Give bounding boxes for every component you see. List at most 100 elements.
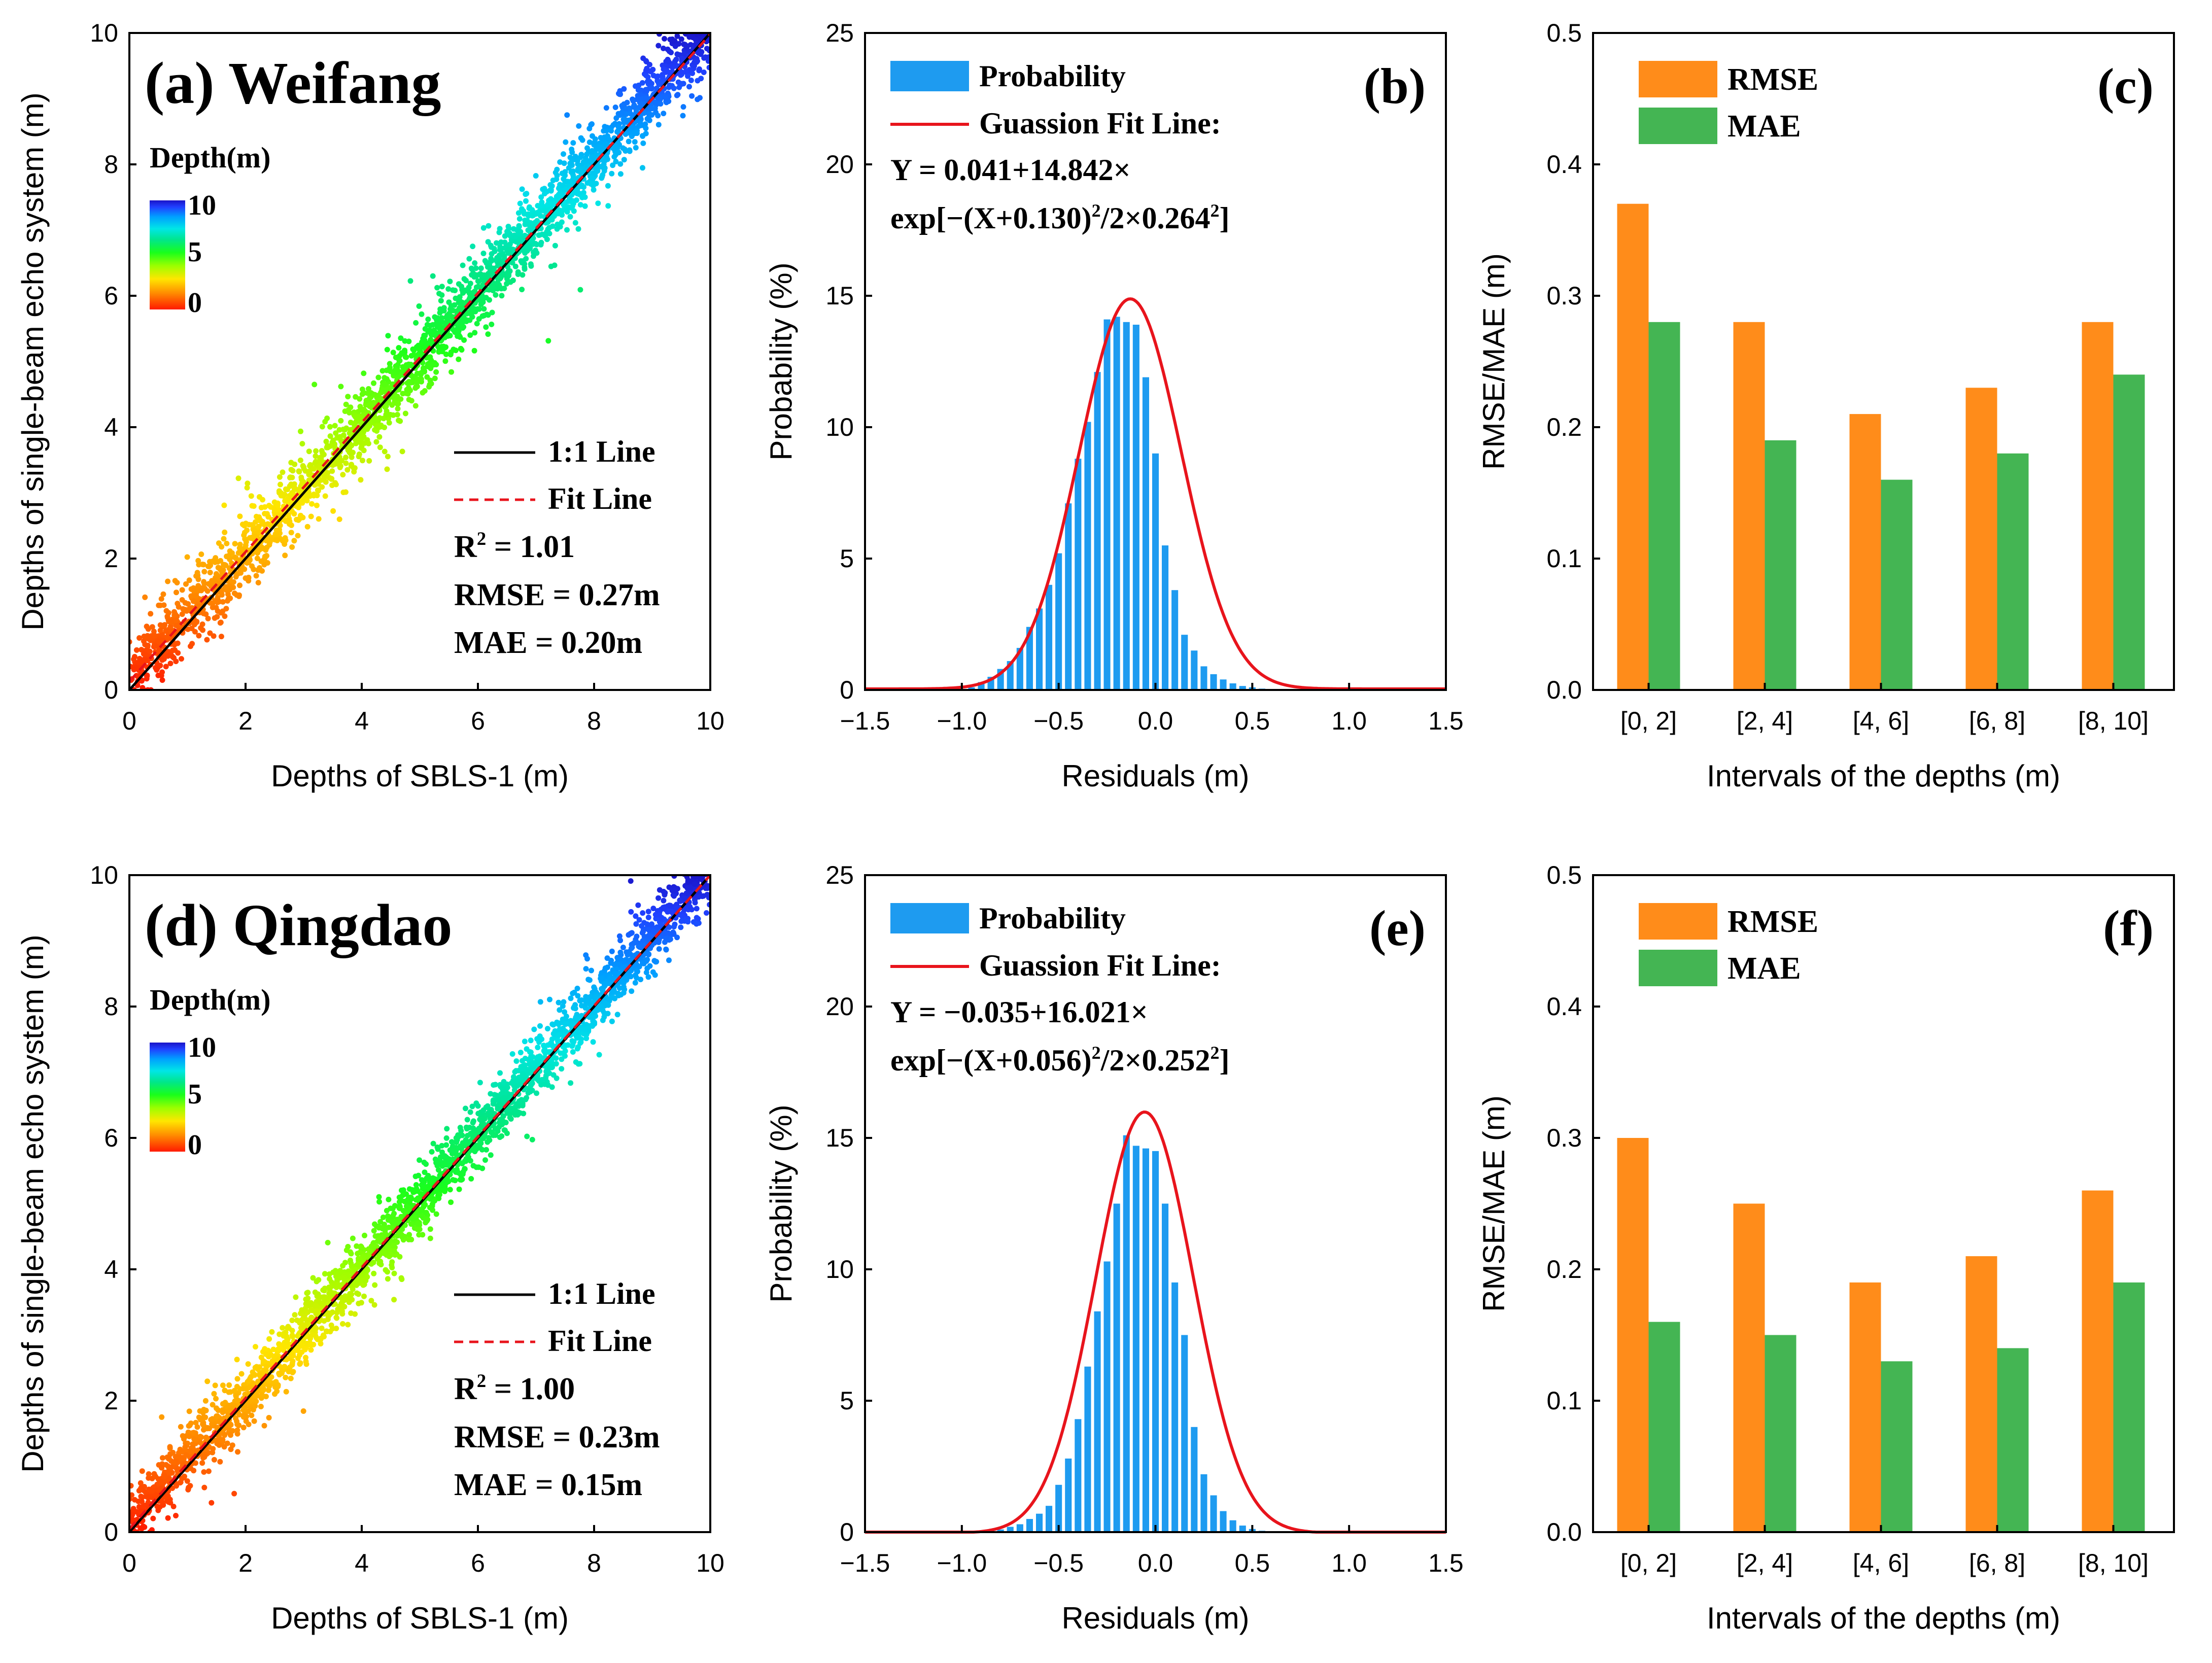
scatter-point <box>262 511 268 516</box>
scatter-point <box>400 364 406 370</box>
scatter-point <box>632 980 638 986</box>
scatter-point <box>445 286 452 292</box>
scatter-point <box>573 188 579 194</box>
scatter-point <box>480 225 487 231</box>
scatter-point <box>347 1291 353 1297</box>
scatter-point <box>361 406 367 412</box>
scatter-point <box>172 611 179 617</box>
scatter-point <box>545 338 551 344</box>
scatter-point <box>231 591 237 596</box>
fit-equation-line2: exp[−(X+0.130)2/2×0.2642] <box>890 200 1230 235</box>
scatter-point <box>403 354 409 360</box>
scatter-point <box>705 25 710 31</box>
scatter-point <box>322 1271 328 1277</box>
scatter-point <box>391 1297 397 1303</box>
scatter-point <box>494 240 499 246</box>
scatter-point <box>200 562 206 568</box>
scatter-point <box>456 328 462 334</box>
scatter-point <box>350 1235 356 1241</box>
scatter-point <box>524 191 530 197</box>
scatter-point <box>298 428 303 434</box>
scatter-point <box>149 624 155 630</box>
scatter-point <box>504 1085 510 1091</box>
scatter-point <box>375 397 382 403</box>
scatter-point <box>705 892 710 898</box>
scatter-point <box>467 290 473 296</box>
scatter-point <box>224 585 230 591</box>
scatter-point <box>237 582 243 588</box>
scatter-point <box>560 183 566 189</box>
scatter-point <box>385 454 391 460</box>
scatter-point <box>295 517 301 523</box>
scatter-point <box>564 227 570 233</box>
plot-frame-a <box>128 32 711 691</box>
scatter-point <box>417 1157 423 1163</box>
x-axis-label: Residuals (m) <box>1061 759 1249 793</box>
scatter-point <box>516 1098 522 1104</box>
scatter-point <box>348 1257 353 1263</box>
scatter-point <box>210 1402 216 1408</box>
scatter-point <box>217 620 223 626</box>
scatter-point <box>661 897 667 904</box>
scatter-point <box>474 321 480 327</box>
scatter-point <box>704 26 709 31</box>
scatter-point <box>513 1058 520 1064</box>
scatter-point <box>363 402 369 408</box>
scatter-point <box>417 347 423 353</box>
scatter-point <box>267 522 273 528</box>
scatter-point <box>235 475 241 481</box>
scatter-point <box>569 1043 575 1049</box>
scatter-point <box>233 1393 239 1398</box>
scatter-point <box>705 18 711 24</box>
scatter-point <box>563 206 569 213</box>
scatter-point <box>636 917 642 923</box>
scatter-point <box>318 1341 324 1347</box>
scatter-point <box>599 174 605 180</box>
scatter-point <box>198 1416 203 1423</box>
scatter-point <box>220 1382 226 1389</box>
scatter-point <box>384 347 390 353</box>
scatter-point <box>472 260 478 266</box>
scatter-point <box>323 479 329 485</box>
scatter-point <box>706 24 712 29</box>
scatter-point <box>422 1169 428 1175</box>
scatter-point <box>343 401 349 407</box>
scatter-point <box>631 940 637 946</box>
scatter-point <box>343 455 349 461</box>
scatter-point <box>361 390 367 396</box>
scatter-point <box>420 1232 426 1238</box>
scatter-point <box>485 331 491 337</box>
scatter-point <box>397 418 403 424</box>
scatter-point <box>556 999 562 1006</box>
scatter-point <box>621 157 627 163</box>
scatter-point <box>516 224 522 230</box>
scatter-point <box>282 535 288 541</box>
scatter-point <box>463 1137 469 1143</box>
scatter-point <box>379 368 386 374</box>
scatter-point <box>256 524 262 530</box>
scatter-point <box>406 397 412 403</box>
scatter-point <box>222 562 228 568</box>
scatter-point <box>480 272 486 279</box>
scatter-point <box>679 914 685 920</box>
scatter-point <box>416 303 422 309</box>
scatter-point <box>641 110 647 116</box>
scatter-point <box>537 999 543 1005</box>
scatter-point <box>480 299 486 305</box>
scatter-point <box>407 278 413 284</box>
scatter-point <box>288 460 294 466</box>
scatter-point <box>275 502 281 508</box>
scatter-point <box>582 203 588 209</box>
scatter-point <box>575 226 581 232</box>
scatter-point <box>287 475 293 480</box>
scatter-point <box>297 457 303 463</box>
scatter-point <box>623 25 629 31</box>
scatter-point <box>235 1398 241 1403</box>
scatter-point <box>179 656 184 662</box>
scatter-point <box>509 246 515 252</box>
scatter-point <box>479 313 486 319</box>
scatter-point <box>683 68 689 75</box>
scatter-point <box>159 669 165 675</box>
scatter-point <box>666 908 672 914</box>
scatter-point <box>597 144 603 150</box>
